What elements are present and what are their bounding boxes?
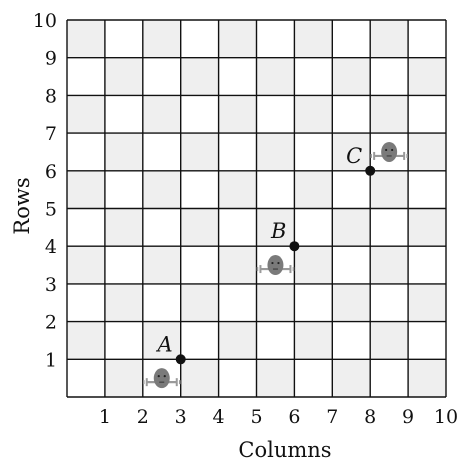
points: A B C — [156, 144, 376, 365]
shaded-cell — [294, 20, 333, 58]
shaded-cell — [256, 57, 295, 96]
x-tick-label: 5 — [250, 406, 262, 428]
shaded-cell — [256, 283, 295, 322]
x-tick-label: 2 — [137, 406, 149, 428]
x-axis-label: Columns — [238, 438, 331, 462]
x-tick-label: 8 — [364, 406, 376, 428]
shaded-cell — [67, 95, 105, 134]
shaded-cell — [294, 95, 333, 134]
face-figure-icon — [256, 255, 295, 276]
shaded-cell — [180, 208, 219, 247]
grid-lines — [66, 19, 447, 398]
shaded-cell — [332, 57, 371, 96]
shaded-cell — [67, 170, 105, 209]
x-tick-label: 7 — [326, 406, 338, 428]
y-tick-label: 6 — [45, 161, 57, 183]
face-figure-icon — [370, 141, 408, 162]
point-label-a: A — [156, 332, 173, 356]
shaded-cell — [67, 20, 105, 58]
x-tick-label: 10 — [434, 406, 457, 428]
shaded-cell — [332, 359, 371, 397]
shaded-cell — [294, 170, 333, 209]
x-tick-label: 3 — [175, 406, 187, 428]
point-c — [365, 165, 376, 176]
shaded-cell — [142, 170, 181, 209]
shaded-cell — [104, 208, 143, 247]
shaded-cell — [256, 208, 295, 247]
y-tick-label: 5 — [45, 199, 57, 221]
shaded-cell — [408, 208, 446, 247]
shaded-cell — [142, 321, 181, 360]
shaded-cell — [104, 133, 143, 171]
y-axis-label: Rows — [10, 177, 34, 234]
point-a — [175, 354, 186, 365]
figures — [142, 141, 408, 389]
x-tick-label: 9 — [402, 406, 414, 428]
shaded-cell — [332, 208, 371, 247]
y-tick-label: 2 — [45, 312, 57, 334]
shaded-cell — [67, 246, 105, 284]
y-tick-label: 4 — [45, 236, 57, 258]
shaded-cell — [218, 246, 257, 284]
shaded-cell — [408, 359, 446, 397]
shaded-cell — [370, 246, 409, 284]
y-tick-label: 3 — [45, 274, 57, 296]
shaded-cell — [294, 246, 333, 284]
shaded-cell — [104, 57, 143, 96]
shaded-cell — [142, 20, 181, 58]
shaded-cell — [218, 170, 257, 209]
shaded-cell — [67, 321, 105, 360]
shaded-cell — [370, 95, 409, 134]
x-tick-labels: 1 2 3 4 5 6 7 8 9 10 — [99, 406, 457, 428]
shaded-cell — [408, 57, 446, 96]
shaded-cell — [218, 95, 257, 134]
y-tick-label: 9 — [45, 48, 57, 70]
point-b — [289, 241, 300, 252]
shaded-cell — [218, 20, 257, 58]
shaded-cell — [142, 95, 181, 134]
shaded-cell — [180, 359, 219, 397]
shaded-cell — [180, 133, 219, 171]
shaded-cell — [294, 321, 333, 360]
point-label-c: C — [346, 144, 362, 168]
shaded-cell — [408, 133, 446, 171]
shaded-cell — [370, 321, 409, 360]
shaded-cell — [370, 20, 409, 58]
shaded-cell — [104, 283, 143, 322]
shaded-cell — [104, 359, 143, 397]
shaded-cell — [180, 57, 219, 96]
y-tick-label: 7 — [45, 123, 57, 145]
shaded-cell — [142, 246, 181, 284]
shaded-cell — [256, 133, 295, 171]
shaded-cell — [332, 283, 371, 322]
shaded-cell — [408, 283, 446, 322]
shaded-cell — [370, 170, 409, 209]
x-tick-label: 1 — [99, 406, 111, 428]
y-tick-label: 1 — [45, 349, 57, 371]
x-tick-label: 4 — [213, 406, 225, 428]
shaded-cell — [180, 283, 219, 322]
y-tick-labels: 1 2 3 4 5 6 7 8 9 10 — [33, 10, 57, 371]
shaded-cell — [256, 359, 295, 397]
x-tick-label: 6 — [288, 406, 300, 428]
y-tick-label: 10 — [33, 10, 57, 32]
face-figure-icon — [142, 368, 181, 389]
point-label-b: B — [270, 219, 286, 243]
shaded-cell — [332, 133, 371, 171]
y-tick-label: 8 — [45, 85, 57, 107]
shaded-cell — [218, 321, 257, 360]
